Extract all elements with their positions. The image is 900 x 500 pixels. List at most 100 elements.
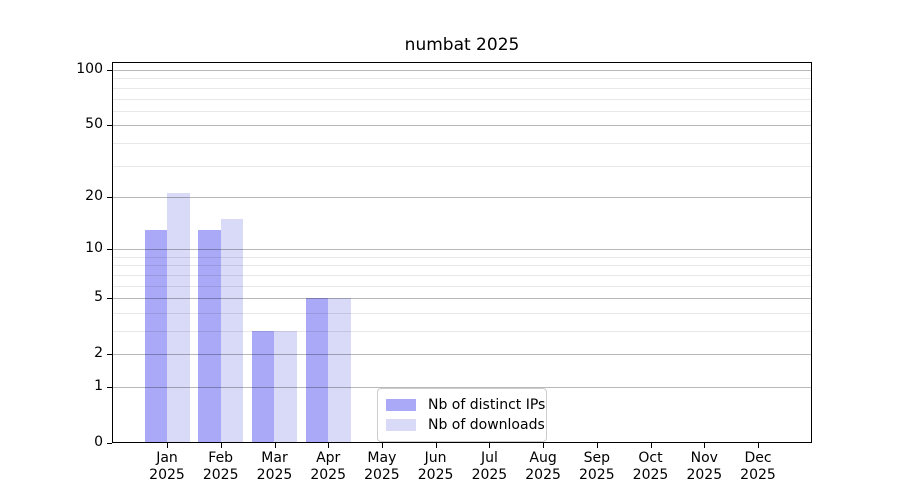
x-tick-year-jun: 2025	[417, 467, 454, 483]
x-tick-jul	[489, 443, 491, 448]
x-tick-dec	[758, 443, 759, 448]
y-tick-label-10: 10	[85, 240, 103, 257]
legend: Nb of distinct IPs Nb of downloads	[377, 388, 547, 442]
x-tick-month-mar: Mar	[261, 450, 288, 466]
gridline-major-100	[112, 70, 812, 71]
x-tick-month-nov: Nov	[690, 450, 718, 466]
x-tick-month-jan: Jan	[156, 450, 178, 466]
x-tick-month-oct: Oct	[638, 450, 663, 466]
gridline-major-10	[112, 249, 812, 251]
gridline-major-1	[112, 387, 812, 388]
bar-nb-of-downloads-apr	[328, 298, 351, 443]
y-tick-label-50: 50	[85, 116, 103, 133]
gridline-major-2	[112, 354, 812, 356]
x-tick-may	[381, 443, 383, 448]
bar-nb-of-downloads-mar	[274, 330, 297, 443]
legend-label-downloads: Nb of downloads	[428, 417, 545, 433]
gridline-minor-90	[112, 78, 812, 80]
chart-title: numbat 2025	[404, 35, 520, 55]
y-tick-5	[107, 298, 112, 300]
x-tick-jun	[435, 443, 437, 448]
bar-nb-of-distinct-ips-feb	[198, 229, 221, 443]
gridline-minor-30	[112, 165, 812, 167]
x-tick-month-jun: Jun	[424, 450, 447, 466]
gridline-minor-7	[112, 274, 812, 276]
gridline-minor-4	[112, 312, 812, 314]
bar-nb-of-distinct-ips-jan	[144, 229, 167, 443]
bar-nb-of-distinct-ips-mar	[251, 330, 275, 443]
x-tick-year-mar: 2025	[256, 467, 293, 483]
gridline-minor-6	[112, 285, 812, 287]
x-tick-aug	[543, 443, 545, 448]
x-tick-label-oct: Oct 2025	[621, 450, 681, 484]
x-tick-label-sep: Sep 2025	[567, 450, 627, 484]
y-tick-label-100: 100	[76, 61, 103, 77]
x-tick-label-dec: Dec 2025	[728, 450, 788, 484]
bar-nb-of-downloads-feb	[220, 218, 244, 443]
plot-area	[112, 62, 812, 443]
x-tick-nov	[704, 443, 706, 448]
y-tick-1	[107, 387, 112, 388]
y-tick-100	[107, 70, 112, 71]
x-tick-year-nov: 2025	[686, 467, 723, 483]
x-tick-label-mar: Mar 2025	[245, 450, 305, 484]
x-tick-label-jan: Jan 2025	[137, 450, 197, 484]
x-tick-year-dec: 2025	[740, 467, 776, 483]
x-tick-year-apr: 2025	[310, 467, 346, 483]
gridline-minor-40	[112, 142, 812, 144]
gridline-minor-3	[112, 331, 812, 332]
gridline-major-5	[112, 298, 812, 300]
x-tick-label-jun: Jun 2025	[406, 450, 466, 484]
x-tick-month-may: May	[367, 450, 397, 466]
x-tick-year-jul: 2025	[471, 467, 508, 483]
bar-nb-of-distinct-ips-apr	[305, 298, 329, 443]
legend-label-distinct-ips: Nb of distinct IPs	[428, 397, 546, 413]
x-tick-month-dec: Dec	[744, 450, 772, 466]
y-tick-label-5: 5	[94, 289, 103, 306]
x-tick-label-aug: Aug 2025	[513, 450, 573, 484]
x-tick-year-aug: 2025	[525, 467, 561, 483]
legend-item-downloads: Nb of downloads	[386, 416, 545, 434]
x-tick-label-jul: Jul 2025	[459, 450, 519, 484]
bar-nb-of-downloads-jan	[167, 193, 190, 443]
y-tick-label-2: 2	[94, 345, 103, 362]
x-tick-year-jan: 2025	[149, 467, 185, 483]
x-tick-sep	[596, 443, 598, 448]
x-tick-year-oct: 2025	[632, 467, 669, 483]
x-tick-month-sep: Sep	[583, 450, 610, 466]
gridline-minor-8	[112, 265, 812, 267]
y-tick-label-1: 1	[94, 378, 103, 394]
x-tick-mar	[274, 443, 276, 448]
x-tick-month-aug: Aug	[529, 450, 557, 466]
y-tick-10	[107, 249, 112, 251]
x-tick-label-may: May 2025	[352, 450, 412, 484]
x-tick-label-nov: Nov 2025	[674, 450, 734, 484]
legend-swatch-downloads-icon	[386, 419, 416, 431]
y-tick-50	[107, 125, 112, 127]
y-tick-0	[107, 443, 112, 444]
gridline-minor-80	[112, 87, 812, 89]
y-tick-label-20: 20	[85, 187, 103, 204]
x-tick-year-feb: 2025	[202, 467, 239, 483]
legend-swatch-distinct-ips-icon	[386, 399, 416, 411]
x-tick-label-apr: Apr 2025	[298, 450, 358, 484]
legend-item-distinct-ips: Nb of distinct IPs	[386, 396, 545, 414]
gridline-major-50	[112, 125, 812, 127]
x-tick-month-feb: Feb	[208, 450, 234, 466]
x-tick-oct	[650, 443, 652, 448]
x-tick-month-apr: Apr	[316, 450, 341, 466]
x-tick-month-jul: Jul	[480, 450, 498, 466]
x-tick-year-may: 2025	[364, 467, 400, 483]
gridline-minor-60	[112, 110, 812, 112]
gridline-major-20	[112, 196, 812, 198]
y-tick-2	[107, 354, 112, 356]
x-tick-feb	[220, 443, 222, 448]
x-tick-label-feb: Feb 2025	[191, 450, 251, 484]
y-tick-label-0: 0	[94, 434, 103, 450]
y-tick-20	[107, 196, 112, 198]
x-tick-year-sep: 2025	[578, 467, 615, 483]
gridline-minor-70	[112, 98, 812, 100]
gridline-minor-9	[112, 256, 812, 258]
x-tick-apr	[328, 443, 330, 448]
